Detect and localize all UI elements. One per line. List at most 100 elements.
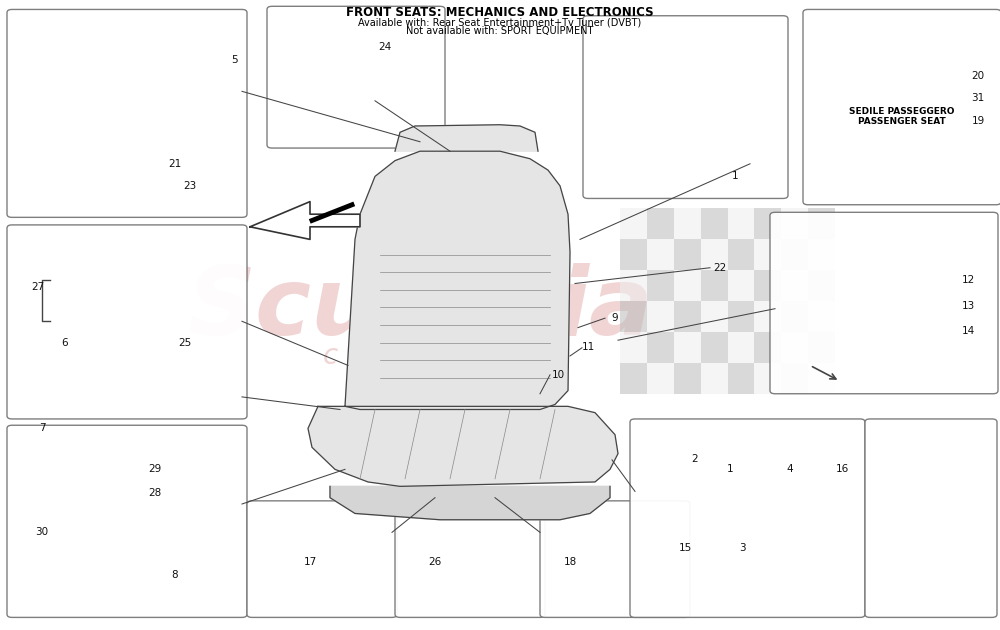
FancyBboxPatch shape bbox=[7, 225, 247, 419]
Bar bbox=[808, 301, 835, 332]
Bar bbox=[728, 332, 754, 363]
FancyBboxPatch shape bbox=[630, 419, 865, 617]
Bar bbox=[620, 363, 647, 394]
Text: 17: 17 bbox=[303, 557, 317, 567]
FancyBboxPatch shape bbox=[770, 212, 998, 394]
Text: 11: 11 bbox=[581, 341, 595, 352]
Bar bbox=[728, 239, 754, 270]
Bar bbox=[808, 239, 835, 270]
Text: 16: 16 bbox=[835, 464, 849, 474]
FancyBboxPatch shape bbox=[803, 9, 1000, 205]
Text: 22: 22 bbox=[713, 263, 727, 273]
Bar bbox=[754, 208, 781, 239]
Text: 23: 23 bbox=[183, 181, 197, 191]
FancyBboxPatch shape bbox=[247, 501, 397, 617]
Bar bbox=[808, 332, 835, 363]
Bar bbox=[620, 270, 647, 301]
Polygon shape bbox=[308, 406, 618, 486]
Bar bbox=[701, 239, 728, 270]
FancyBboxPatch shape bbox=[540, 501, 690, 617]
Text: 9: 9 bbox=[612, 313, 618, 323]
Text: 4: 4 bbox=[787, 464, 793, 474]
Bar bbox=[701, 332, 728, 363]
Text: 24: 24 bbox=[378, 42, 392, 52]
Text: 29: 29 bbox=[148, 464, 162, 474]
Bar bbox=[781, 270, 808, 301]
Bar bbox=[701, 270, 728, 301]
Bar bbox=[647, 270, 674, 301]
Text: 1: 1 bbox=[727, 464, 733, 474]
FancyBboxPatch shape bbox=[395, 501, 545, 617]
Bar bbox=[754, 239, 781, 270]
Text: 14: 14 bbox=[961, 326, 975, 336]
Text: 3: 3 bbox=[739, 543, 745, 553]
Bar bbox=[620, 239, 647, 270]
Text: 10: 10 bbox=[551, 370, 565, 380]
Text: 19: 19 bbox=[971, 116, 985, 126]
Text: 12: 12 bbox=[961, 275, 975, 285]
Bar bbox=[674, 239, 701, 270]
Text: 18: 18 bbox=[563, 557, 577, 567]
Text: 21: 21 bbox=[168, 159, 182, 169]
Bar bbox=[647, 363, 674, 394]
Text: 6: 6 bbox=[62, 338, 68, 348]
Bar bbox=[781, 363, 808, 394]
Text: 27: 27 bbox=[31, 282, 45, 292]
Bar bbox=[620, 208, 647, 239]
Text: 25: 25 bbox=[178, 338, 192, 348]
Bar bbox=[674, 270, 701, 301]
Bar bbox=[647, 332, 674, 363]
FancyBboxPatch shape bbox=[267, 6, 445, 148]
Text: 13: 13 bbox=[961, 301, 975, 311]
Polygon shape bbox=[345, 151, 570, 410]
Bar bbox=[674, 332, 701, 363]
Bar bbox=[728, 301, 754, 332]
Polygon shape bbox=[250, 202, 360, 239]
Text: 8: 8 bbox=[172, 570, 178, 580]
Bar bbox=[808, 208, 835, 239]
Bar bbox=[701, 208, 728, 239]
Text: 7: 7 bbox=[39, 423, 45, 433]
Bar bbox=[674, 363, 701, 394]
Text: FRONT SEATS: MECHANICS AND ELECTRONICS: FRONT SEATS: MECHANICS AND ELECTRONICS bbox=[346, 6, 654, 20]
Bar bbox=[728, 363, 754, 394]
Bar bbox=[620, 332, 647, 363]
Bar bbox=[647, 239, 674, 270]
Polygon shape bbox=[395, 125, 538, 151]
Bar bbox=[701, 301, 728, 332]
Bar bbox=[674, 208, 701, 239]
Text: 1: 1 bbox=[732, 171, 738, 181]
Bar bbox=[754, 332, 781, 363]
FancyBboxPatch shape bbox=[7, 425, 247, 617]
Bar bbox=[808, 270, 835, 301]
Bar bbox=[620, 301, 647, 332]
Bar bbox=[808, 363, 835, 394]
Bar bbox=[647, 208, 674, 239]
Bar bbox=[674, 301, 701, 332]
Text: 20: 20 bbox=[971, 71, 985, 81]
Bar bbox=[728, 208, 754, 239]
Polygon shape bbox=[330, 486, 610, 520]
Text: 30: 30 bbox=[35, 527, 49, 537]
Bar bbox=[701, 363, 728, 394]
FancyBboxPatch shape bbox=[7, 9, 247, 217]
Text: c a r   p a r t s: c a r p a r t s bbox=[323, 342, 517, 370]
Bar bbox=[781, 239, 808, 270]
Text: 2: 2 bbox=[692, 454, 698, 464]
FancyBboxPatch shape bbox=[865, 419, 997, 617]
Text: SEDILE PASSEGGERO
PASSENGER SEAT: SEDILE PASSEGGERO PASSENGER SEAT bbox=[849, 107, 955, 126]
Bar bbox=[781, 332, 808, 363]
Text: 15: 15 bbox=[678, 543, 692, 553]
Text: 26: 26 bbox=[428, 557, 442, 567]
Bar bbox=[781, 208, 808, 239]
Text: 5: 5 bbox=[231, 55, 237, 65]
Bar bbox=[781, 301, 808, 332]
FancyBboxPatch shape bbox=[583, 16, 788, 198]
Text: 31: 31 bbox=[971, 93, 985, 103]
Bar bbox=[754, 270, 781, 301]
Text: Scuderia: Scuderia bbox=[187, 263, 653, 355]
Text: Not available with: SPORT EQUIPMENT: Not available with: SPORT EQUIPMENT bbox=[406, 26, 594, 37]
Text: 28: 28 bbox=[148, 488, 162, 498]
Bar bbox=[754, 301, 781, 332]
Bar bbox=[728, 270, 754, 301]
